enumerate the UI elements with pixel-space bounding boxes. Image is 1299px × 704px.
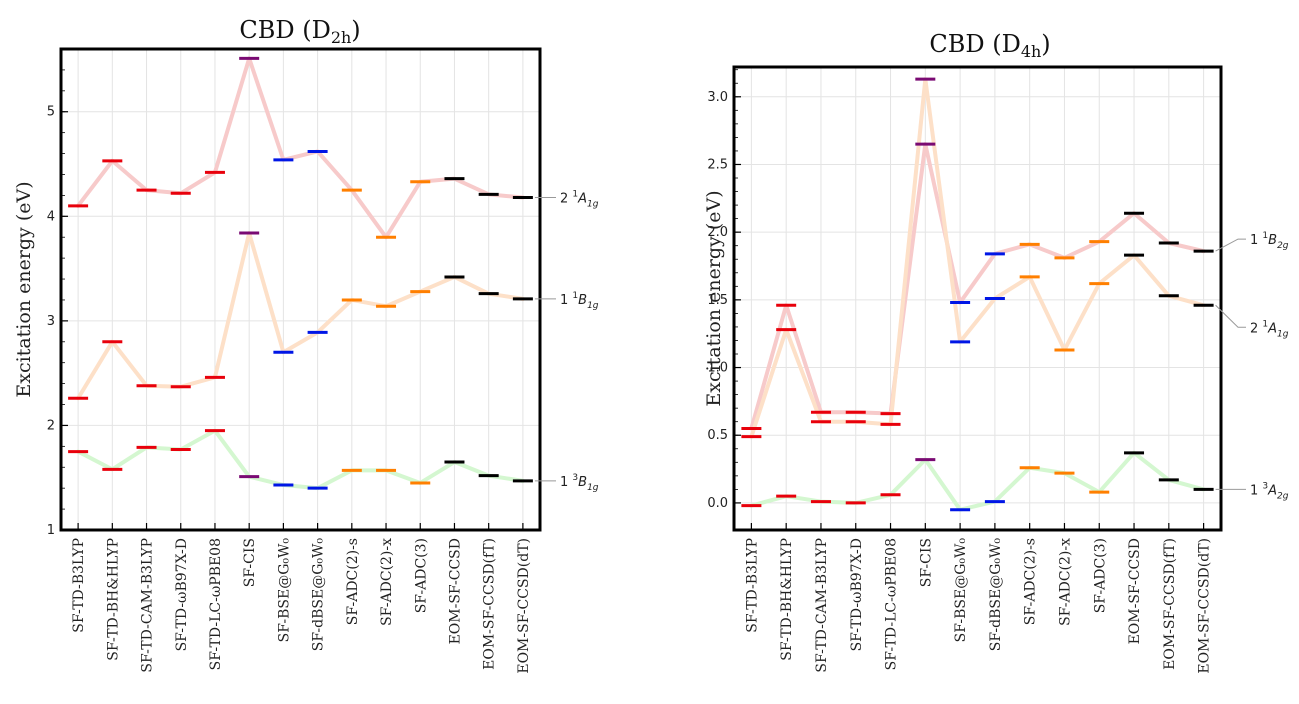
- y-tick-label: 0.5: [707, 428, 728, 443]
- annotation-leader: [1215, 304, 1246, 328]
- x-tick-label: EOM-SF-CCSD(fT): [482, 538, 498, 670]
- x-tick-label: SF-BSE@G₀W₀: [953, 538, 969, 643]
- state-label-1: 2 1A1g: [560, 189, 599, 209]
- x-tick-label: SF-dBSE@G₀W₀: [311, 538, 327, 652]
- x-tick-label: SF-TD-CAM-B3LYP: [814, 538, 830, 673]
- x-tick-label: SF-TD-LC-ωPBE08: [884, 538, 900, 670]
- series-line-3: [76, 428, 525, 491]
- x-tick-label: SF-TD-CAM-B3LYP: [140, 538, 156, 673]
- y-tick-label: 3.0: [707, 90, 728, 105]
- plot-frame: [732, 65, 1223, 532]
- x-tick-label: SF-dBSE@G₀W₀: [988, 538, 1004, 652]
- x-tick-label: SF-TD-BH&HLYP: [105, 538, 121, 661]
- y-tick-label: 5: [47, 105, 55, 120]
- x-tick-label: SF-ADC(3): [413, 538, 429, 613]
- y-tick-label: 1: [47, 523, 55, 538]
- y-tick-label: 3: [47, 314, 55, 329]
- x-tick-label: SF-TD-B3LYP: [744, 538, 760, 633]
- x-tick-label: SF-TD-BH&HLYP: [779, 538, 795, 661]
- x-tick-label: SF-ADC(3): [1092, 538, 1108, 613]
- plot-frame: [59, 47, 542, 532]
- state-label-1: 1 1B2g: [1250, 231, 1289, 251]
- x-tick-label: SF-ADC(2)-x: [1057, 538, 1073, 626]
- state-label-2: 1 1B1g: [560, 291, 599, 311]
- x-tick-label: SF-TD-LC-ωPBE08: [208, 538, 224, 670]
- series-line-1: [749, 142, 1206, 431]
- x-tick-label: EOM-SF-CCSD(fT): [1162, 538, 1178, 670]
- y-tick-label: 0.0: [707, 496, 728, 511]
- y-axis-label: Excitation energy (eV): [13, 181, 35, 397]
- chart-title: CBD (D2h): [239, 16, 360, 47]
- chart-panel-1: 1 2 3 4 5 SF-TD-B3LYP SF-TD-BH&HLYP SF-TD-CAM-B…: [13, 16, 599, 674]
- y-tick-label: 1.0: [707, 361, 728, 376]
- x-tick-label: SF-BSE@G₀W₀: [276, 538, 292, 643]
- series-line-1: [76, 56, 525, 240]
- state-label-3: 1 3A2g: [1250, 481, 1289, 501]
- x-tick-label: SF-ADC(2)-s: [345, 538, 361, 625]
- y-axis-label: Excitation energy (eV): [703, 190, 725, 406]
- chart-panel-2: 0.0 0.5 1.0 1.5 2.0 2.5 3.0 SF-TD-B3LYP SF-TD-BH…: [703, 30, 1289, 674]
- x-tick-label: SF-CIS: [918, 538, 934, 587]
- state-label-2: 2 1A1g: [1250, 319, 1289, 339]
- x-tick-label: EOM-SF-CCSD: [1127, 538, 1143, 644]
- chart-title: CBD (D4h): [929, 30, 1050, 61]
- x-tick-label: SF-CIS: [242, 538, 258, 587]
- y-tick-label: 2.5: [707, 157, 728, 172]
- x-tick-label: SF-ADC(2)-s: [1023, 538, 1039, 625]
- y-tick-label: 2: [47, 418, 55, 433]
- y-tick-label: 2.0: [707, 225, 728, 240]
- y-tick-label: 4: [47, 209, 55, 224]
- x-tick-label: EOM-SF-CCSD: [447, 538, 463, 644]
- y-tick-label: 1.5: [707, 293, 728, 308]
- x-tick-label: EOM-SF-CCSD(dT): [1197, 538, 1213, 674]
- series-line-2: [749, 77, 1206, 439]
- x-tick-label: SF-TD-ωB97X-D: [174, 538, 190, 651]
- annotation-leader: [1215, 238, 1246, 252]
- x-tick-label: SF-TD-B3LYP: [71, 538, 87, 633]
- x-tick-label: SF-TD-ωB97X-D: [849, 538, 865, 651]
- x-tick-label: SF-ADC(2)-x: [379, 538, 395, 626]
- state-label-3: 1 3B1g: [560, 473, 599, 493]
- series-line-2: [76, 231, 525, 401]
- x-tick-label: EOM-SF-CCSD(dT): [516, 538, 532, 674]
